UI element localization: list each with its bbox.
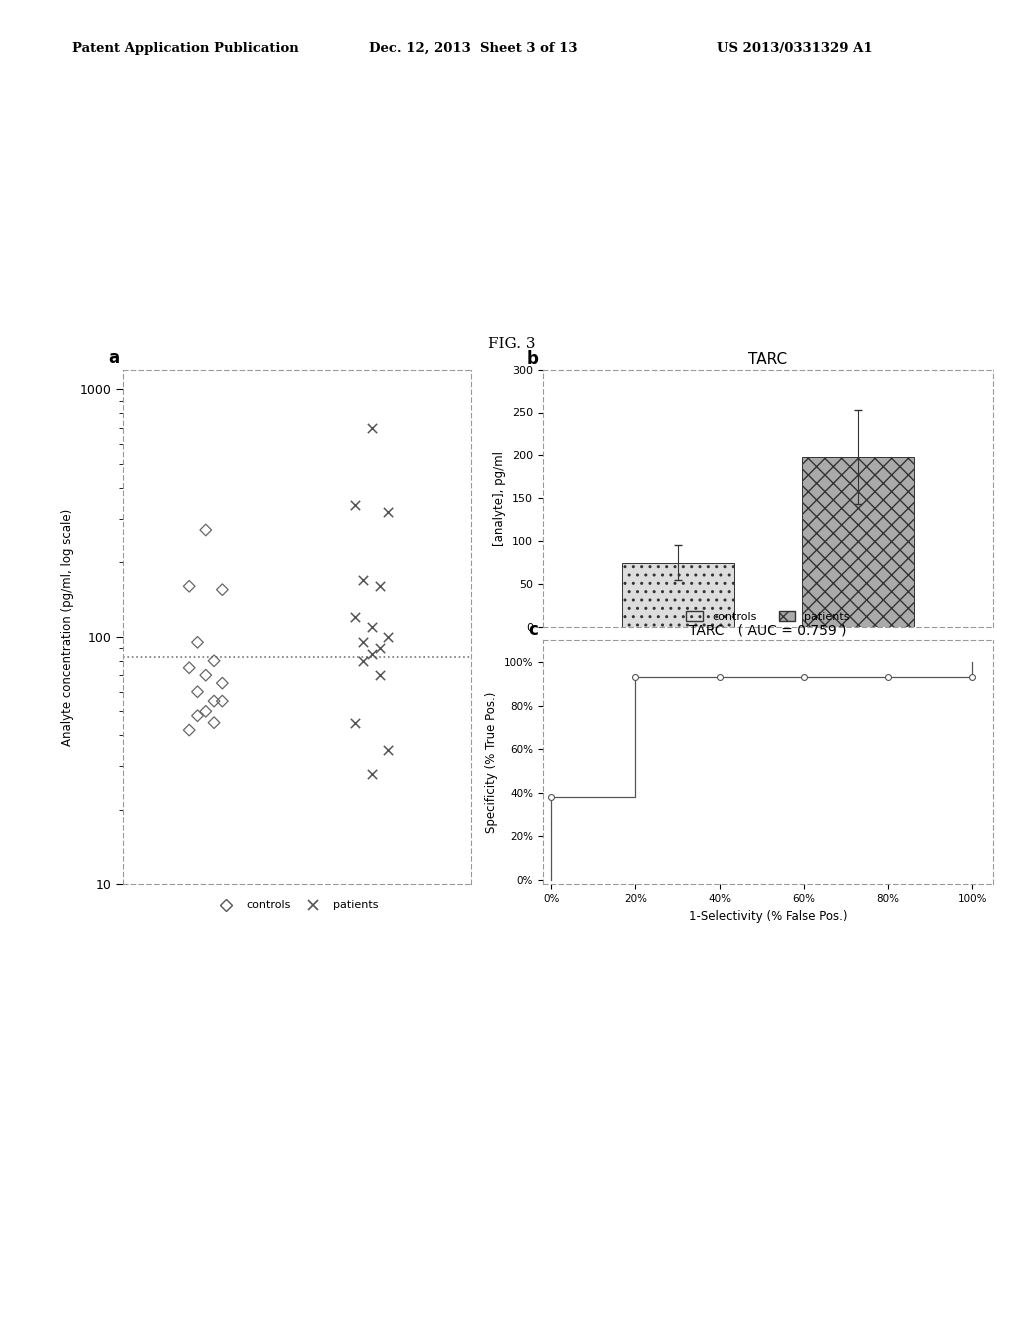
Point: [355, 651, 372, 672]
Point: [189, 632, 206, 653]
Point: [364, 763, 380, 784]
Point: [189, 705, 206, 726]
Legend: controls, patients: controls, patients: [682, 607, 854, 627]
Point: [198, 664, 214, 685]
Point: [964, 667, 980, 688]
Point: [189, 681, 206, 702]
Point: [543, 787, 559, 808]
Point: [355, 569, 372, 590]
Point: [206, 690, 222, 711]
Point: [372, 638, 388, 659]
Point: [380, 626, 396, 647]
Point: [214, 673, 230, 694]
Point: [880, 667, 896, 688]
Point: [181, 719, 198, 741]
Point: [198, 520, 214, 541]
Point: [206, 651, 222, 672]
Point: [355, 632, 372, 653]
Point: [347, 607, 364, 628]
Point: [214, 690, 230, 711]
Point: [364, 644, 380, 665]
Point: [380, 502, 396, 523]
Point: [372, 576, 388, 597]
Title: TARC: TARC: [749, 352, 787, 367]
Point: [372, 664, 388, 685]
Point: [214, 579, 230, 601]
Point: [206, 711, 222, 733]
Point: [364, 417, 380, 438]
Y-axis label: [analyte], pg/ml: [analyte], pg/ml: [494, 451, 506, 545]
Y-axis label: Analyte concentration (pg/ml, log scale): Analyte concentration (pg/ml, log scale): [60, 508, 74, 746]
Title: TARC   ( AUC = 0.759 ): TARC ( AUC = 0.759 ): [689, 623, 847, 638]
Legend: controls, patients: controls, patients: [211, 896, 383, 915]
Text: US 2013/0331329 A1: US 2013/0331329 A1: [717, 42, 872, 55]
Y-axis label: Specificity (% True Pos.): Specificity (% True Pos.): [485, 692, 498, 833]
Text: Dec. 12, 2013  Sheet 3 of 13: Dec. 12, 2013 Sheet 3 of 13: [369, 42, 578, 55]
Text: FIG. 3: FIG. 3: [488, 337, 536, 351]
Point: [181, 576, 198, 597]
Point: [347, 495, 364, 516]
Point: [364, 616, 380, 638]
Point: [380, 739, 396, 760]
Point: [181, 657, 198, 678]
Point: [347, 711, 364, 733]
Point: [796, 667, 812, 688]
Text: a: a: [109, 348, 120, 367]
Point: [627, 667, 643, 688]
Text: Patent Application Publication: Patent Application Publication: [72, 42, 298, 55]
Bar: [622, 562, 734, 627]
Point: [712, 667, 728, 688]
Text: c: c: [528, 620, 539, 639]
Bar: [802, 457, 914, 627]
Text: b: b: [526, 350, 539, 368]
X-axis label: 1-Selectivity (% False Pos.): 1-Selectivity (% False Pos.): [689, 909, 847, 923]
Point: [198, 701, 214, 722]
